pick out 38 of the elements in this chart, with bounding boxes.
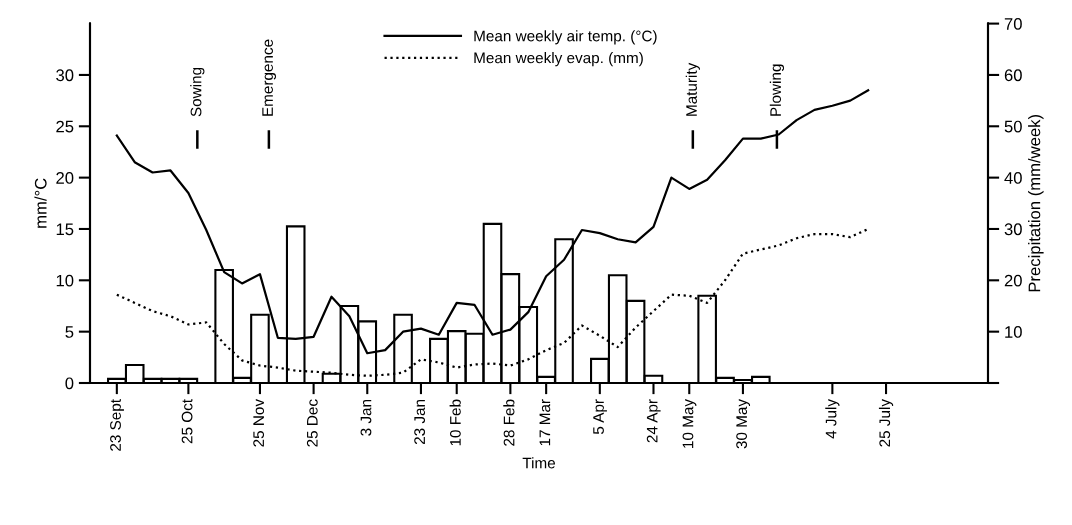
x-tick-label: 23 Jan	[414, 399, 426, 445]
y-tick-label: 15	[56, 223, 74, 236]
y2-tick-label: 30	[1004, 223, 1022, 236]
x-tick-label: 17 Mar	[539, 399, 551, 446]
y-axis-title: mm/°C	[34, 178, 47, 228]
x-tick-label: 25 July	[878, 399, 894, 447]
x-tick-label: 3 Jan	[360, 399, 372, 436]
x-tick-label: 4 July	[825, 399, 840, 439]
y-tick-label: 10	[56, 274, 74, 287]
y-tick-label: 30	[56, 69, 74, 82]
y2-tick-label: 50	[1004, 120, 1022, 133]
x-tick-label: 25 Oct	[181, 399, 193, 444]
annotation: Sowing	[190, 67, 205, 117]
annotation: Maturity	[685, 62, 700, 116]
x-tick-label: 10 Feb	[449, 399, 461, 446]
y2-tick-label: 20	[1004, 274, 1022, 287]
y-tick-label: 0	[65, 377, 74, 390]
x-axis-title: Time	[522, 457, 556, 469]
x-tick-label: 28 Feb	[503, 399, 515, 446]
y2-tick-label: 40	[1004, 172, 1022, 184]
y2-tick-label: 60	[1004, 69, 1022, 82]
x-tick-label: 25 Dec	[306, 399, 318, 447]
y-tick-label: 20	[56, 172, 74, 184]
y2-tick-label: 10	[1005, 326, 1022, 338]
x-tick-label: 5 Apr	[593, 399, 607, 435]
y-tick-label: 25	[56, 120, 74, 133]
x-tick-label: 10 May	[682, 399, 697, 448]
x-tick-label: 23 Sept	[110, 399, 124, 451]
y2-axis-title: Precipitation (mm/week)	[1028, 114, 1044, 292]
legend-label: Mean weekly air temp. (°C)	[474, 30, 657, 45]
annotation: Plowing	[769, 64, 785, 116]
x-tick-label: 30 May	[736, 399, 751, 449]
x-tick-label: 24 Apr	[646, 399, 661, 443]
y2-tick-label: 70	[1004, 18, 1022, 30]
annotation: Emergence	[262, 39, 277, 116]
x-tick-label: 25 Nov	[253, 399, 265, 447]
y-tick-label: 5	[65, 326, 74, 338]
legend-label: Mean weekly evap. (mm)	[474, 52, 643, 67]
